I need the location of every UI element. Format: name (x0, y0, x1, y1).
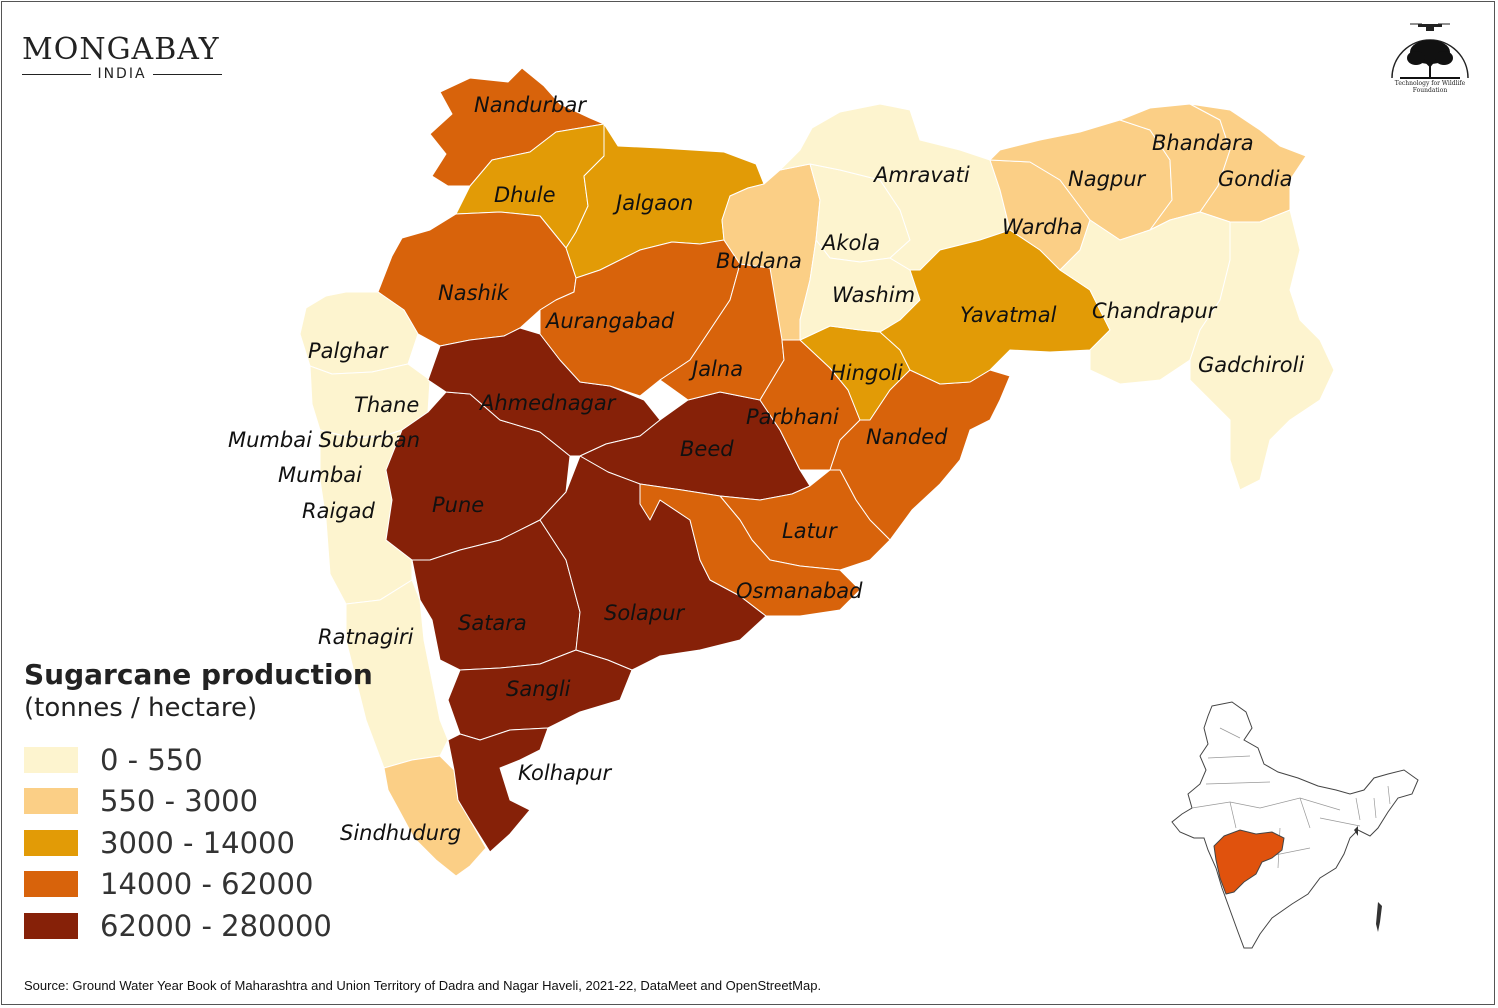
district-ahmednagar (427, 327, 661, 457)
district-label-mumbai-suburban: Mumbai Suburban (228, 428, 420, 452)
district-yavatmal (879, 229, 1111, 385)
source-note: Source: Ground Water Year Book of Mahara… (24, 978, 822, 993)
district-label-pune: Pune (432, 493, 484, 517)
district-label-sangli: Sangli (506, 677, 571, 701)
district-label-amravati: Amravati (872, 163, 970, 187)
legend-swatch (24, 912, 78, 939)
district-label-washim: Washim (832, 283, 915, 307)
district-label-dhule: Dhule (494, 183, 556, 207)
district-label-thane: Thane (354, 393, 419, 417)
district-label-yavatmal: Yavatmal (960, 303, 1057, 327)
legend-items: 0 - 550 550 - 3000 3000 - 14000 14000 - … (24, 739, 373, 947)
legend-title: Sugarcane production (24, 658, 373, 691)
district-kolhapur (447, 727, 549, 853)
district-label-mumbai: Mumbai (278, 463, 362, 487)
district-label-beed: Beed (680, 437, 734, 461)
district-osmanabad (639, 483, 861, 617)
district-label-jalna: Jalna (688, 357, 743, 381)
partner-caption-line1: Technology for Wildlife (1394, 80, 1466, 87)
india-locator-map (1171, 701, 1419, 949)
legend-item: 0 - 550 (24, 739, 373, 781)
district-gadchiroli (1189, 209, 1335, 491)
district-label-buldana: Buldana (716, 249, 802, 273)
district-label-palghar: Palghar (308, 339, 389, 363)
brand-name: MONGABAY (22, 32, 220, 67)
district-label-nashik: Nashik (438, 281, 510, 305)
island-marks (1354, 826, 1382, 932)
maharashtra-highlight (1213, 829, 1285, 895)
district-label-hingoli: Hingoli (830, 361, 903, 385)
legend-swatch (24, 788, 78, 815)
legend-swatch (24, 746, 78, 773)
legend-subtitle: (tonnes / hectare) (24, 693, 258, 723)
district-label-raigad: Raigad (302, 499, 375, 523)
district-label-solapur: Solapur (604, 601, 686, 625)
district-label-nandurbar: Nandurbar (474, 93, 587, 117)
partner-caption-line2: Foundation (1412, 87, 1448, 94)
mongabay-logo: MONGABAY INDIA (22, 34, 222, 82)
legend-item: 14000 - 62000 (24, 864, 373, 906)
district-label-nanded: Nanded (866, 425, 948, 449)
legend-label: 0 - 550 (100, 742, 203, 777)
district-label-bhandara: Bhandara (1152, 131, 1254, 155)
district-label-satara: Satara (458, 611, 527, 635)
legend-label: 14000 - 62000 (100, 867, 314, 902)
district-label-sindhudurg: Sindhudurg (340, 821, 461, 845)
district-label-parbhani: Parbhani (746, 405, 839, 429)
legend-label: 62000 - 280000 (100, 908, 332, 943)
drone-tree-icon (1391, 23, 1469, 79)
legend-item: 3000 - 14000 (24, 822, 373, 864)
district-label-gadchiroli: Gadchiroli (1198, 353, 1304, 377)
district-sindhudurg (383, 755, 487, 877)
partner-logo: Technology for Wildlife Foundation (1388, 22, 1472, 102)
district-label-akola: Akola (820, 231, 880, 255)
district-label-ahmednagar: Ahmednagar (478, 391, 617, 415)
legend-label: 550 - 3000 (100, 784, 259, 819)
legend-item: 550 - 3000 (24, 781, 373, 823)
district-label-osmanabad: Osmanabad (736, 579, 863, 603)
legend-item: 62000 - 280000 (24, 905, 373, 947)
district-label-ratnagiri: Ratnagiri (318, 625, 414, 649)
brand-sub: INDIA (97, 66, 147, 82)
district-label-aurangabad: Aurangabad (544, 309, 675, 333)
legend: Sugarcane production (tonnes / hectare) … (24, 658, 373, 947)
district-label-jalgaon: Jalgaon (612, 191, 693, 215)
district-label-kolhapur: Kolhapur (518, 761, 613, 785)
district-label-chandrapur: Chandrapur (1092, 299, 1218, 323)
legend-label: 3000 - 14000 (100, 825, 295, 860)
district-label-latur: Latur (782, 519, 838, 543)
district-label-nagpur: Nagpur (1068, 167, 1147, 191)
legend-swatch (24, 871, 78, 898)
legend-swatch (24, 829, 78, 856)
district-label-gondia: Gondia (1218, 167, 1292, 191)
district-label-wardha: Wardha (1002, 215, 1083, 239)
